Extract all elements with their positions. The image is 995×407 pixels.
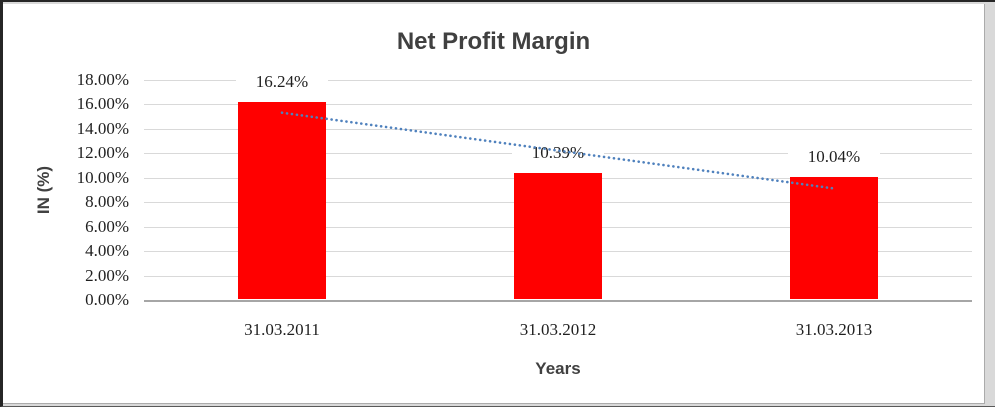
- y-tick-label: 8.00%: [85, 192, 129, 212]
- bar-31.03.2012: [514, 173, 602, 299]
- x-axis-line: [144, 299, 972, 302]
- data-label: 16.24%: [236, 71, 328, 92]
- chart-area: Net Profit Margin IN (%) 0.00% 2.00% 4.00%…: [3, 4, 985, 404]
- data-label: 10.39%: [512, 143, 604, 163]
- data-label: 10.04%: [788, 147, 880, 168]
- y-tick-label: 10.00%: [76, 167, 129, 187]
- x-axis-title: Years: [535, 359, 581, 378]
- y-tick-label: 6.00%: [85, 216, 129, 236]
- chart-title: Net Profit Margin: [396, 28, 591, 55]
- x-tick-label: 31.03.2013: [795, 320, 873, 339]
- x-tick-label: 31.03.2012: [519, 320, 597, 339]
- gridline: [144, 80, 972, 81]
- y-tick-label: 16.00%: [76, 94, 129, 114]
- x-tick-label: 31.03.2011: [244, 320, 320, 339]
- bar-31.03.2013: [790, 177, 878, 299]
- y-tick-label: 4.00%: [85, 241, 129, 261]
- y-tick-label: 18.00%: [76, 70, 129, 89]
- gridline: [144, 104, 972, 106]
- y-tick-label: 12.00%: [76, 143, 129, 163]
- y-tick-label: 2.00%: [85, 265, 129, 285]
- y-tick-label: 14.00%: [76, 118, 129, 138]
- y-tick-label: 0.00%: [85, 290, 129, 309]
- bar-31.03.2011: [238, 101, 326, 299]
